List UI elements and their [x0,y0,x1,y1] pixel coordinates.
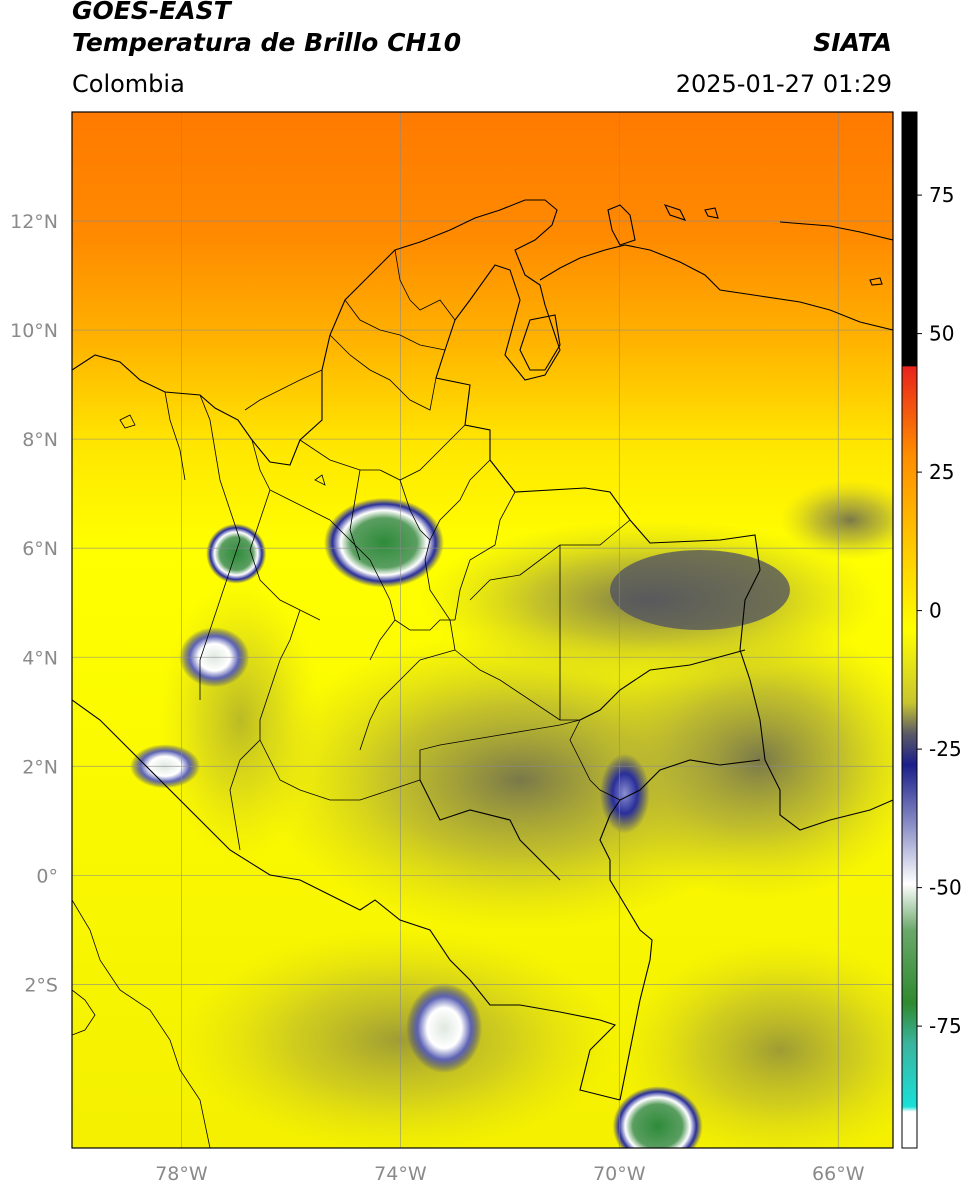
cloud-region [610,550,790,630]
product-title: Temperatura de Brillo CH10 [72,28,462,57]
convective-storm [323,497,444,588]
colorbar-tick-label: 25 [929,460,954,484]
cloud-region [620,940,893,1148]
plot-frame [71,111,894,1149]
coastline [72,414,326,1148]
satellite-title: GOES-EAST [72,0,231,25]
latitude-tick-label: 12°N [10,211,58,233]
longitude-tick-label: 74°W [374,1163,427,1185]
convective-storm [612,1086,703,1148]
convective-storm [206,523,267,584]
cloud-region [590,620,893,900]
convective-storm [599,753,650,834]
colorbar-tick-label: 0 [929,599,942,623]
latitude-tick-label: 2°N [22,756,58,778]
latitude-tick-label: 6°N [22,538,58,560]
longitude-tick-label: 78°W [155,1163,208,1185]
latitude-tick-label: 8°N [22,429,58,451]
colorbar-tick-label: -50 [929,876,962,900]
colorbar-tick-label: -75 [929,1014,962,1038]
region-label: Colombia [72,70,185,98]
latitude-tick-label: 0° [36,865,58,887]
colorbar-tick-label: -25 [929,737,962,761]
agency-label: SIATA [813,28,892,57]
colorbar-tick-label: 50 [929,322,954,346]
latitude-tick-label: 10°N [10,320,58,342]
latitude-tick-label: 2°S [24,974,58,996]
datetime-label: 2025-01-27 01:29 [675,70,892,98]
country-borders [72,199,893,1101]
cloud-region [780,480,893,560]
convective-storm [406,983,483,1074]
longitude-tick-label: 70°W [593,1163,646,1185]
longitude-tick-label: 66°W [812,1163,865,1185]
colorbar-tick-label: 75 [929,183,954,207]
colorbar [901,111,918,1149]
latitude-tick-label: 4°N [22,647,58,669]
department-borders [164,249,631,851]
